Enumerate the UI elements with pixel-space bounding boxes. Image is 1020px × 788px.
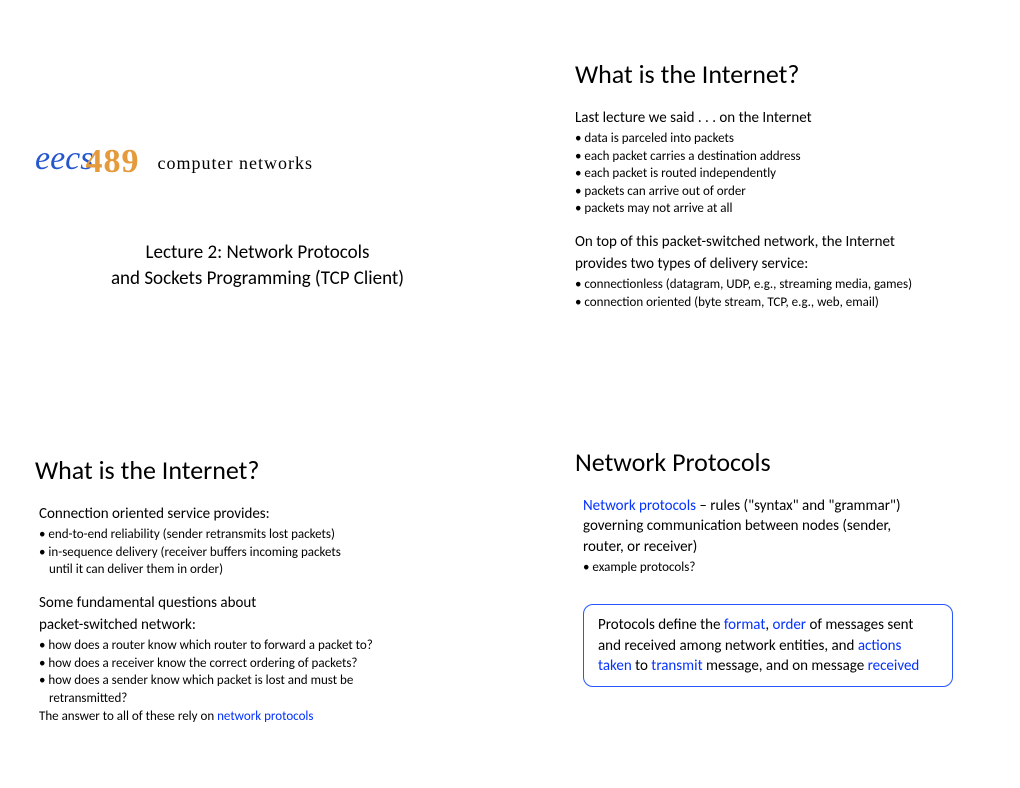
slide-what-is-internet-2: What is the Internet? Connection oriente… <box>0 394 510 788</box>
bullet: in-sequence delivery (receiver buffers i… <box>39 544 480 562</box>
bullet: data is parceled into packets <box>575 130 990 148</box>
lead-text: Connection oriented service provides: <box>39 504 480 524</box>
lead-text: provides two types of delivery service: <box>575 254 990 274</box>
slide-what-is-internet-1: What is the Internet? Last lecture we sa… <box>510 0 1020 394</box>
bullet: packets may not arrive at all <box>575 200 990 218</box>
lecture-title-line1: Lecture 2: Network Protocols <box>35 240 480 266</box>
box-text: Protocols define the <box>598 616 724 634</box>
slide-body: Network protocols – rules ("syntax" and … <box>583 496 990 576</box>
lead-text: Last lecture we said . . . on the Intern… <box>575 108 990 128</box>
lecture-title: Lecture 2: Network Protocols and Sockets… <box>35 240 480 291</box>
box-text: message, and on message <box>703 657 868 675</box>
term-network-protocols: Network protocols <box>583 497 696 515</box>
lead-text: On top of this packet-switched network, … <box>575 232 990 252</box>
slide-body: Last lecture we said . . . on the Intern… <box>575 108 990 312</box>
logo-489: 489 <box>86 143 140 181</box>
term-received: received <box>868 657 920 675</box>
answer-line: The answer to all of these rely on netwo… <box>39 708 480 726</box>
bullet: each packet is routed independently <box>575 165 990 183</box>
logo-course-name: computer networks <box>158 153 313 174</box>
bullet: end-to-end reliability (sender retransmi… <box>39 526 480 544</box>
definition-line: Network protocols – rules ("syntax" and … <box>583 496 990 516</box>
answer-pre: The answer to all of these rely on <box>39 709 217 724</box>
bullet: how does a sender know which packet is l… <box>39 672 480 690</box>
box-text: , <box>765 616 772 634</box>
bullet: each packet carries a destination addres… <box>575 148 990 166</box>
bullet-continuation: retransmitted? <box>49 690 480 708</box>
lead-text: packet-switched network: <box>39 615 480 635</box>
box-text: to <box>632 657 652 675</box>
definition-box: Protocols define the format, order of me… <box>583 604 953 687</box>
bullet: example protocols? <box>583 559 990 577</box>
lecture-title-line2: and Sockets Programming (TCP Client) <box>35 266 480 292</box>
bullet: packets can arrive out of order <box>575 183 990 201</box>
bullet: connectionless (datagram, UDP, e.g., str… <box>575 276 990 294</box>
heading: Network Protocols <box>575 446 990 478</box>
link-network-protocols: network protocols <box>217 709 313 724</box>
slide-network-protocols: Network Protocols Network protocols – ru… <box>510 394 1020 788</box>
def-rest1: – rules ("syntax" and "grammar") <box>696 497 900 515</box>
heading: What is the Internet? <box>35 454 480 486</box>
heading: What is the Internet? <box>575 58 990 90</box>
term-order: order <box>773 616 807 634</box>
def-rest2: governing communication between nodes (s… <box>583 516 990 536</box>
bullet: how does a receiver know the correct ord… <box>39 655 480 673</box>
bullet: connection oriented (byte stream, TCP, e… <box>575 294 990 312</box>
def-rest3: router, or receiver) <box>583 537 990 557</box>
course-logo: eecs 489 computer networks <box>35 140 480 178</box>
bullet: how does a router know which router to f… <box>39 637 480 655</box>
slide-body: Connection oriented service provides: en… <box>39 504 480 725</box>
lead-text: Some fundamental questions about <box>39 593 480 613</box>
term-transmit: transmit <box>651 657 702 675</box>
term-format: format <box>724 616 765 634</box>
slide-title: eecs 489 computer networks Lecture 2: Ne… <box>0 0 510 394</box>
bullet-continuation: until it can deliver them in order) <box>49 561 480 579</box>
